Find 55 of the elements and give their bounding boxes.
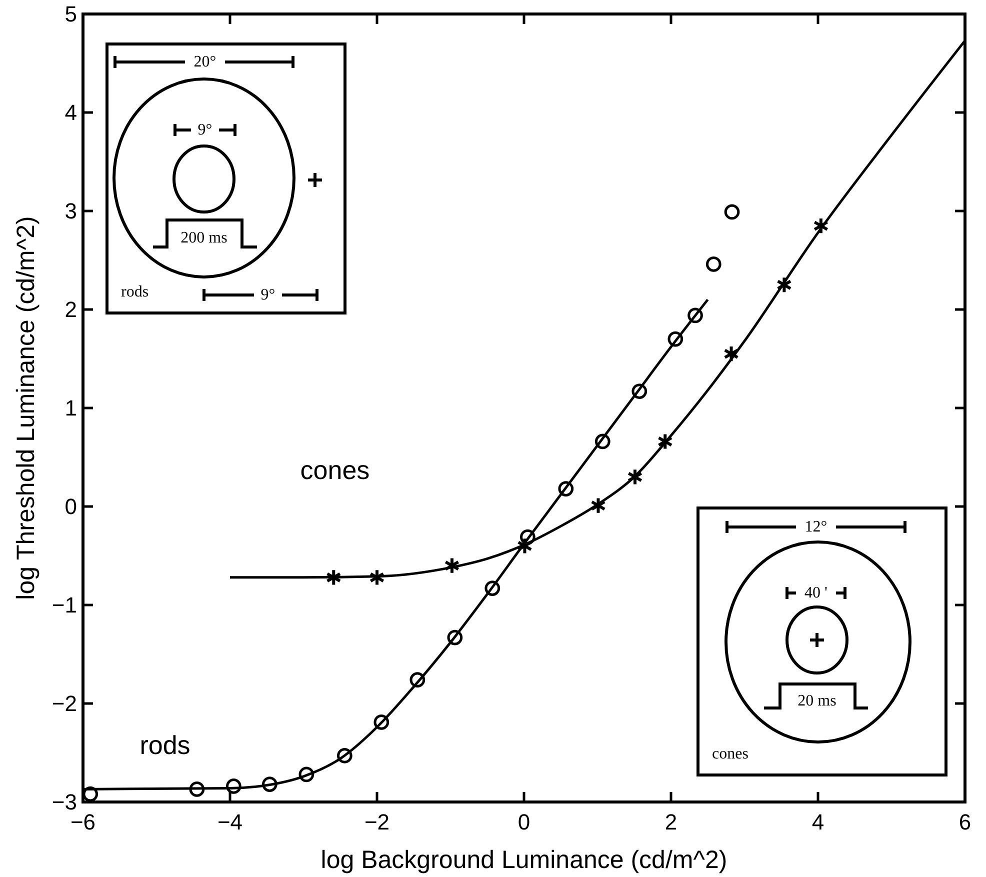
x-tick-label: 4 xyxy=(812,810,824,834)
x-tick-label: 0 xyxy=(518,810,530,834)
annotation: 20 ms xyxy=(798,692,836,710)
y-tick-label: −1 xyxy=(52,592,77,618)
y-axis-title: log Threshold Luminance (cd/m^2) xyxy=(12,216,40,600)
point xyxy=(369,568,385,586)
y-tick-label: 2 xyxy=(64,297,77,322)
point xyxy=(668,331,684,347)
point xyxy=(262,776,278,792)
annotation: 9° xyxy=(260,286,276,304)
point xyxy=(723,345,740,363)
point xyxy=(298,766,314,782)
point xyxy=(813,216,829,235)
annotation: rods xyxy=(140,730,190,760)
annotation: cones xyxy=(300,455,370,485)
annotation: rods xyxy=(121,284,149,300)
y-tick-label: 0 xyxy=(64,494,77,519)
point xyxy=(374,714,390,730)
point xyxy=(444,556,460,574)
x-tick-label: −2 xyxy=(364,810,390,834)
annotation: 12° xyxy=(804,518,828,536)
y-tick-label: 4 xyxy=(64,100,77,125)
point xyxy=(706,256,722,272)
point xyxy=(82,786,98,802)
point xyxy=(189,782,205,797)
annotation: 20° xyxy=(194,54,216,70)
point xyxy=(520,529,536,545)
point xyxy=(326,568,342,586)
annotation: 9° xyxy=(198,122,212,138)
y-tick-label: −2 xyxy=(52,691,77,716)
point xyxy=(594,434,610,450)
annotation: 40 ' xyxy=(804,584,828,602)
point xyxy=(627,468,643,486)
point xyxy=(590,496,606,514)
x-tick-label: −4 xyxy=(217,810,243,834)
point xyxy=(447,630,463,646)
x-axis-title: log Background Luminance (cd/m^2) xyxy=(320,846,728,874)
point xyxy=(688,308,703,324)
point xyxy=(226,778,242,794)
point xyxy=(484,580,500,596)
y-tick-label: 5 xyxy=(64,2,77,26)
point xyxy=(516,537,533,555)
y-tick-label: 3 xyxy=(64,198,77,224)
x-tick-label: 6 xyxy=(958,810,972,834)
point xyxy=(776,276,792,294)
annotation: cones xyxy=(712,746,748,762)
point xyxy=(410,672,426,688)
point xyxy=(724,204,740,220)
annotation: 200 ms xyxy=(180,230,228,246)
y-tick-label: 1 xyxy=(64,396,77,420)
point xyxy=(558,481,574,496)
point xyxy=(632,384,648,399)
point xyxy=(336,748,352,764)
point xyxy=(657,432,673,450)
x-tick-label: 2 xyxy=(664,810,678,834)
